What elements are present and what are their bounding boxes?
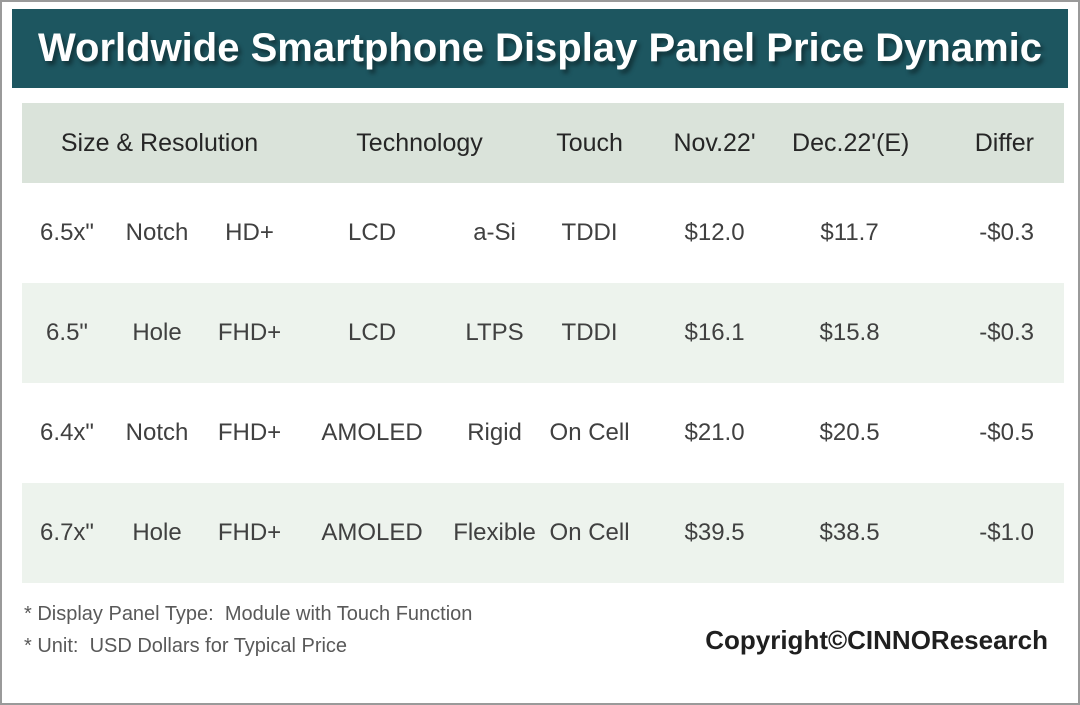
cell-size: 6.4x": [22, 383, 112, 483]
cell-cutout: Notch: [112, 383, 202, 483]
cell-touch: TDDI: [542, 183, 638, 283]
footer: * Display Panel Type: Module with Touch …: [24, 603, 1048, 658]
col-header-dec22e: Dec.22'(E): [792, 103, 909, 183]
price-table: Size & Resolution Technology Touch Nov.2…: [22, 103, 1064, 583]
cell-dec-price: $38.5: [792, 483, 908, 583]
table-header-row: Size & Resolution Technology Touch Nov.2…: [22, 103, 1064, 183]
cell-resolution: FHD+: [202, 383, 298, 483]
cell-nov-price: $21.0: [637, 383, 793, 483]
col-header-technology: Technology: [297, 103, 543, 183]
cell-resolution: HD+: [202, 183, 298, 283]
cell-variant: a-Si: [447, 183, 543, 283]
cell-differ: -$0.5: [907, 383, 1064, 483]
cell-size: 6.5x": [22, 183, 112, 283]
title-bar: Worldwide Smartphone Display Panel Price…: [12, 9, 1068, 88]
cell-resolution: FHD+: [202, 283, 298, 383]
footnotes: * Display Panel Type: Module with Touch …: [24, 603, 472, 658]
col-header-nov22: Nov.22': [637, 103, 793, 183]
copyright: Copyright©CINNOResearch: [705, 625, 1048, 655]
col-header-differ: Differ: [907, 103, 1064, 183]
cell-nov-price: $39.5: [637, 483, 793, 583]
table-row: 6.5x" Notch HD+ LCD a-Si TDDI $12.0 $11.…: [22, 183, 1064, 283]
table-row: 6.7x" Hole FHD+ AMOLED Flexible On Cell …: [22, 483, 1064, 583]
page-title: Worldwide Smartphone Display Panel Price…: [37, 26, 1042, 70]
cell-cutout: Hole: [112, 483, 202, 583]
cell-touch: On Cell: [542, 483, 638, 583]
note-unit: * Unit: USD Dollars for Typical Price: [24, 635, 348, 657]
cell-touch: On Cell: [542, 383, 638, 483]
cell-technology: LCD: [297, 183, 448, 283]
cell-differ: -$1.0: [907, 483, 1064, 583]
cell-nov-price: $16.1: [637, 283, 793, 383]
cell-resolution: FHD+: [202, 483, 298, 583]
cell-technology: AMOLED: [297, 483, 448, 583]
cell-variant: Rigid: [447, 383, 543, 483]
cell-dec-price: $15.8: [792, 283, 908, 383]
table-row: 6.5" Hole FHD+ LCD LTPS TDDI $16.1 $15.8…: [22, 283, 1064, 383]
cell-technology: LCD: [297, 283, 448, 383]
col-header-size-resolution: Size & Resolution: [22, 103, 298, 183]
cell-nov-price: $12.0: [637, 183, 793, 283]
cell-variant: LTPS: [447, 283, 543, 383]
note-panel-type: * Display Panel Type: Module with Touch …: [24, 603, 473, 625]
cell-size: 6.5": [22, 283, 112, 383]
cell-differ: -$0.3: [907, 183, 1064, 283]
cell-differ: -$0.3: [907, 283, 1064, 383]
col-header-touch: Touch: [542, 103, 638, 183]
cell-variant: Flexible: [447, 483, 543, 583]
table-row: 6.4x" Notch FHD+ AMOLED Rigid On Cell $2…: [22, 383, 1064, 483]
cell-cutout: Notch: [112, 183, 202, 283]
cell-touch: TDDI: [542, 283, 638, 383]
cell-cutout: Hole: [112, 283, 202, 383]
cell-size: 6.7x": [22, 483, 112, 583]
cell-dec-price: $11.7: [792, 183, 908, 283]
cell-technology: AMOLED: [297, 383, 448, 483]
cell-dec-price: $20.5: [792, 383, 908, 483]
